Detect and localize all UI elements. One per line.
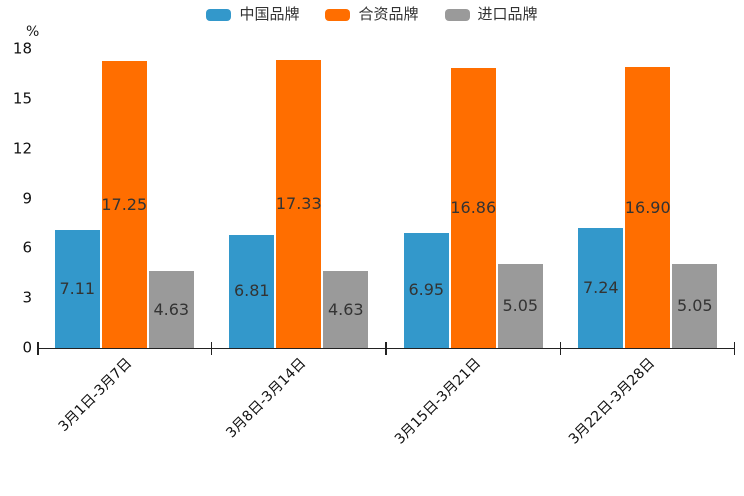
- legend: 中国品牌 合资品牌 进口品牌: [0, 7, 744, 22]
- bar-中国品牌-1[interactable]: 6.81: [229, 234, 275, 348]
- legend-label: 进口品牌: [477, 5, 538, 23]
- bar-value-label: 7.11: [59, 278, 96, 298]
- x-axis-label-3: 3月22日-3月28日: [566, 355, 659, 448]
- bar-合资品牌-1[interactable]: 17.33: [275, 60, 322, 348]
- x-axis-tick: [559, 342, 562, 355]
- x-axis-tick: [385, 342, 387, 355]
- bar-value-label: 4.63: [153, 299, 190, 319]
- x-axis-label-0: 3月1日-3月7日: [55, 355, 135, 435]
- bar-value-label: 17.25: [101, 194, 148, 214]
- x-axis-label-2: 3月15日-3月21日: [391, 355, 484, 448]
- x-axis-tick: [210, 342, 213, 355]
- bar-中国品牌-0[interactable]: 7.11: [54, 229, 100, 348]
- legend-swatch-icon: [444, 8, 470, 21]
- bar-value-label: 5.05: [502, 296, 539, 316]
- bar-中国品牌-2[interactable]: 6.95: [403, 232, 449, 348]
- bar-value-label: 16.86: [450, 197, 497, 217]
- y-axis-unit-label: %: [26, 24, 40, 40]
- y-axis: 0 3 6 9 12 15 18: [0, 41, 32, 355]
- legend-item-0[interactable]: 中国品牌: [206, 7, 299, 22]
- bar-进口品牌-2[interactable]: 5.05: [497, 264, 543, 348]
- y-tick-label: 3: [22, 288, 32, 307]
- bar-value-label: 17.33: [275, 194, 322, 214]
- bar-进口品牌-1[interactable]: 4.63: [323, 271, 369, 348]
- y-tick-label: 6: [22, 238, 32, 257]
- bar-group-1: 6.81 17.33 4.63: [212, 49, 387, 348]
- bar-进口品牌-3[interactable]: 5.05: [672, 264, 718, 348]
- bar-group-2: 6.95 16.86 5.05: [386, 49, 561, 348]
- bar-value-label: 7.24: [582, 277, 619, 297]
- y-tick-label: 12: [12, 139, 32, 158]
- legend-swatch-icon: [325, 8, 351, 21]
- x-axis-labels: 3月1日-3月7日 3月8日-3月14日 3月15日-3月21日 3月22日-3月28…: [37, 355, 735, 476]
- legend-label: 中国品牌: [239, 5, 300, 23]
- y-tick-label: 15: [12, 89, 32, 108]
- bar-合资品牌-2[interactable]: 16.86: [450, 67, 497, 348]
- bar-value-label: 16.90: [624, 197, 671, 217]
- bar-进口品牌-0[interactable]: 4.63: [148, 271, 194, 348]
- bar-group-3: 7.24 16.90 5.05: [561, 49, 736, 348]
- bar-合资品牌-3[interactable]: 16.90: [624, 67, 671, 348]
- legend-item-1[interactable]: 合资品牌: [325, 5, 419, 23]
- bar-value-label: 6.81: [233, 281, 270, 301]
- bar-value-label: 6.95: [408, 280, 445, 300]
- legend-item-2[interactable]: 进口品牌: [444, 5, 538, 23]
- y-tick-label: 0: [22, 338, 32, 357]
- x-axis-tick: [733, 342, 735, 355]
- plot-area: 7.11 17.25 4.63 6.81 17.33 4.63 6.95 16.86 5.05 7…: [37, 49, 736, 355]
- legend-swatch-icon: [206, 8, 232, 21]
- legend-label: 合资品牌: [358, 5, 419, 23]
- bar-中国品牌-3[interactable]: 7.24: [578, 227, 624, 348]
- y-tick-label: 9: [22, 189, 32, 207]
- bar-value-label: 5.05: [676, 296, 713, 316]
- x-axis-tick: [37, 342, 39, 355]
- x-axis-label-1: 3月8日-3月14日: [223, 355, 310, 442]
- bar-group-0: 7.11 17.25 4.63: [37, 49, 212, 348]
- y-tick-label: 18: [12, 39, 32, 58]
- bar-value-label: 4.63: [327, 299, 364, 319]
- bar-合资品牌-0[interactable]: 17.25: [101, 61, 148, 348]
